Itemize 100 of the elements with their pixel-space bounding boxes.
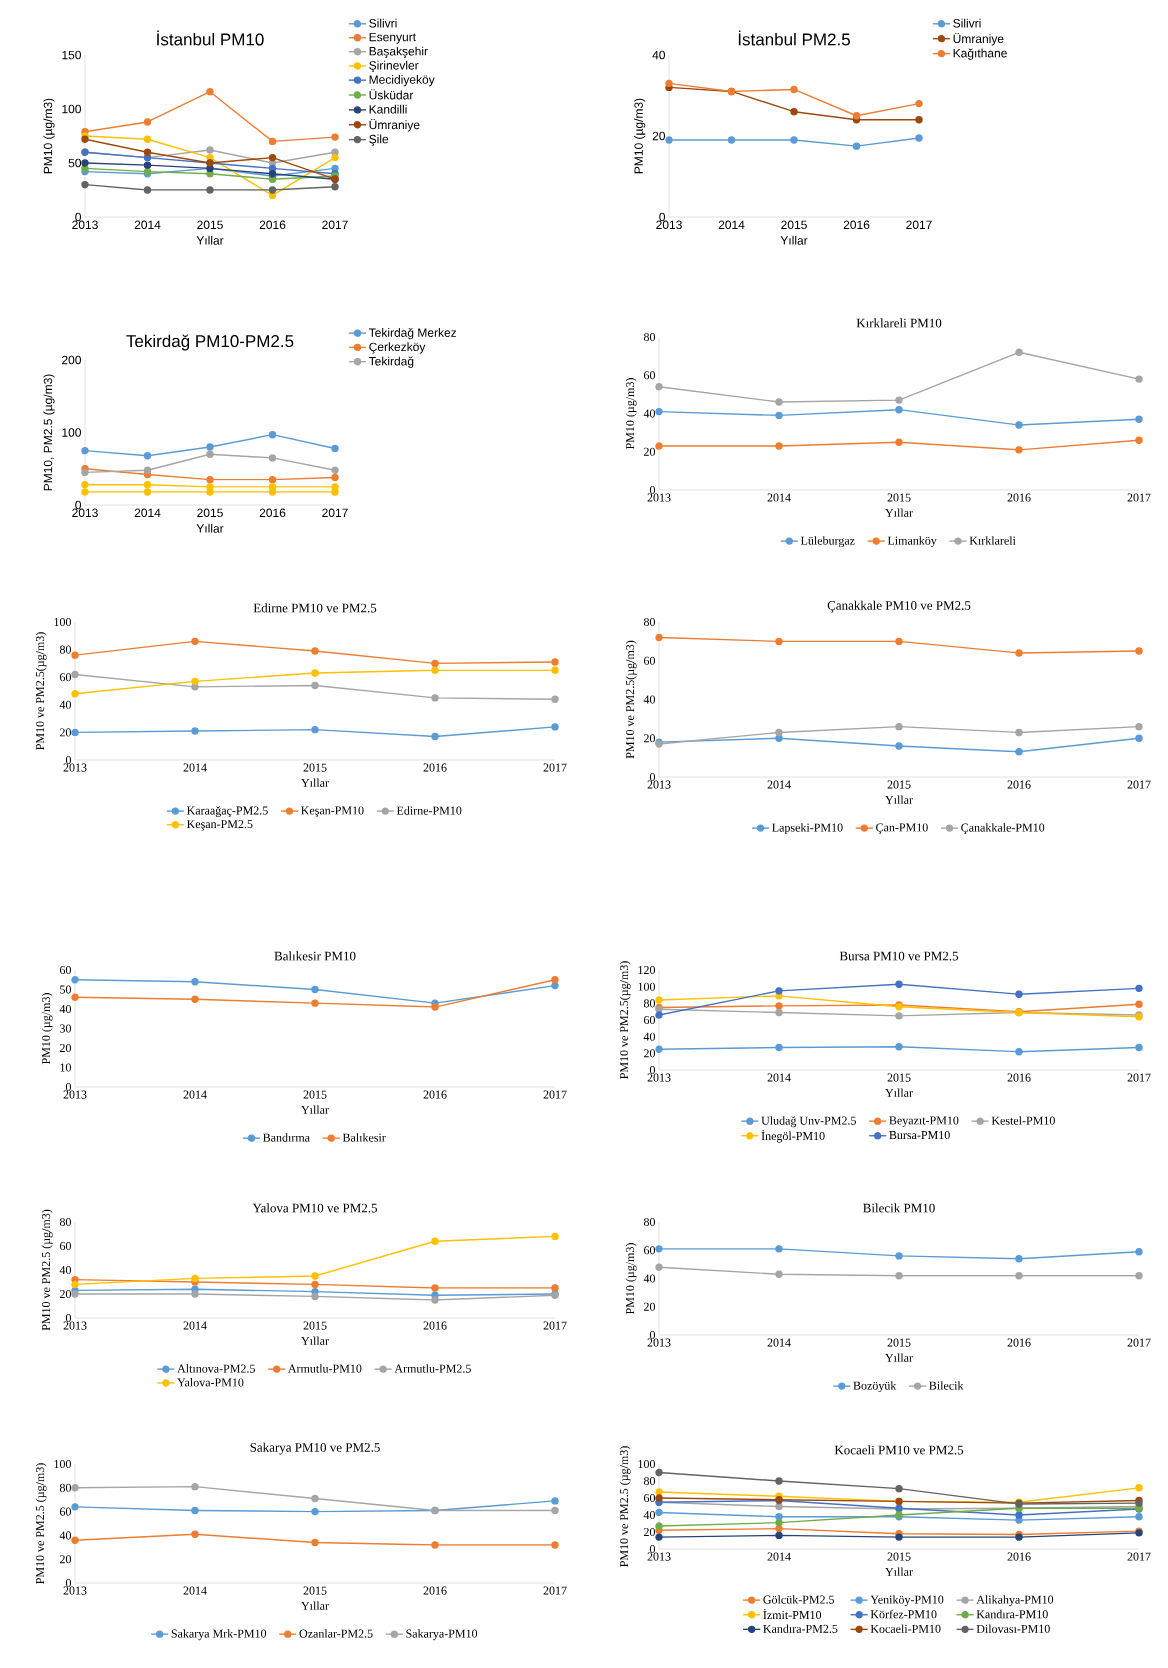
y-tick-label: 100 — [638, 982, 656, 991]
chart-title: Balıkesir PM10 — [274, 951, 356, 961]
x-tick-label: 2016 — [1007, 1338, 1031, 1347]
x-tick-label: 2013 — [647, 1073, 671, 1082]
legend-label: Kandıra-PM10 — [976, 1609, 1048, 1619]
y-tick-label: 20 — [60, 1555, 71, 1564]
x-tick-label: 2017 — [322, 508, 348, 518]
legend-label: Altınova-PM2.5 — [177, 1364, 255, 1373]
y-tick-label: 20 — [644, 734, 656, 743]
y-tick-label: 60 — [59, 1507, 71, 1516]
y-tick-label: 80 — [59, 1483, 71, 1492]
legend-label: Kestel-PM10 — [991, 1116, 1055, 1125]
y-tick-label: 100 — [62, 104, 81, 114]
y-tick-label: 50 — [68, 158, 81, 168]
chart-title: İstanbul PM2.5 — [738, 30, 850, 46]
y-axis-title: PM10 (µg/m3) — [43, 98, 55, 174]
y-tick-label: 40 — [59, 700, 71, 709]
x-tick-label: 2014 — [767, 1073, 791, 1082]
x-axis-title: Yıllar — [885, 795, 913, 804]
x-tick-label: 2017 — [322, 220, 348, 230]
legend-label: Kandilli — [369, 104, 407, 114]
x-axis-title: Yıllar — [301, 1601, 329, 1610]
x-tick-label: 2015 — [887, 780, 911, 789]
x-tick-label: 2017 — [543, 1321, 567, 1330]
legend-label: İnegöl-PM10 — [761, 1130, 825, 1143]
x-tick-label: 2016 — [1007, 493, 1031, 502]
y-axis-title: PM10 ve PM2.5(µg/m3) — [35, 632, 47, 750]
y-axis-title: PM10 (µg/m3) — [625, 1243, 637, 1315]
y-tick-label: 0 — [75, 500, 81, 510]
y-axis-title: PM10 ve PM2.5(µg/m3) — [625, 640, 637, 759]
chart-title: Edirne PM10 ve PM2.5 — [253, 603, 377, 613]
legend-label: Şile — [369, 134, 389, 146]
y-tick-label: 20 — [644, 1049, 656, 1058]
legend-label: Mecidiyeköy — [369, 75, 435, 87]
legend-label: Bandırma — [263, 1133, 310, 1142]
legend-label: Gölcük-PM2.5 — [763, 1595, 835, 1604]
x-axis-title: Yıllar — [885, 1567, 913, 1576]
x-tick-label: 2017 — [1127, 1073, 1151, 1082]
x-tick-label: 2015 — [303, 1586, 327, 1595]
y-tick-label: 40 — [643, 409, 656, 418]
x-tick-label: 2014 — [183, 1090, 207, 1099]
y-axis-title: PM10 (µg/m3) — [41, 993, 53, 1065]
y-tick-label: 30 — [60, 1024, 71, 1033]
y-tick-label: 50 — [60, 985, 71, 994]
x-tick-label: 2013 — [647, 493, 671, 502]
y-tick-label: 40 — [643, 1032, 656, 1041]
x-tick-label: 2016 — [259, 508, 286, 518]
legend-label: Bozöyük — [853, 1381, 897, 1393]
y-tick-label: 60 — [643, 1493, 656, 1503]
chart-title: Çanakkale PM10 ve PM2.5 — [827, 600, 971, 613]
y-tick-label: 20 — [644, 1527, 656, 1537]
y-tick-label: 20 — [60, 1289, 71, 1299]
x-tick-label: 2015 — [887, 1338, 911, 1347]
x-axis-title: Yıllar — [885, 1353, 913, 1362]
x-tick-label: 2014 — [767, 1338, 791, 1347]
x-tick-label: 2016 — [1007, 1073, 1031, 1082]
y-tick-label: 40 — [643, 1274, 656, 1283]
legend-label: Şirinevler — [369, 60, 419, 73]
legend-label: Körfez-PM10 — [870, 1609, 937, 1619]
y-tick-label: 60 — [59, 673, 71, 682]
chart-title: Tekirdağ PM10-PM2.5 — [126, 334, 294, 351]
x-tick-label: 2013 — [72, 220, 98, 230]
x-axis-title: Yıllar — [780, 235, 808, 245]
x-axis-title: Yıllar — [196, 235, 224, 245]
x-tick-label: 2017 — [1127, 1338, 1151, 1347]
y-axis-title: PM10 ve PM2.5(µg/m3) — [619, 961, 631, 1079]
y-axis-title: PM10 ve PM2.5 (µg/m3) — [41, 1209, 53, 1331]
legend-label: Sakarya-PM10 — [406, 1629, 478, 1641]
y-tick-label: 100 — [638, 1459, 656, 1469]
y-tick-label: 80 — [643, 332, 656, 342]
x-tick-label: 2016 — [259, 220, 286, 230]
y-tick-label: 0 — [75, 212, 81, 222]
x-tick-label: 2016 — [423, 763, 447, 772]
x-tick-label: 2014 — [718, 220, 745, 230]
y-tick-label: 40 — [59, 1265, 71, 1275]
y-tick-label: 40 — [59, 1531, 71, 1540]
legend-label: Kandıra-PM2.5 — [763, 1624, 838, 1633]
x-tick-label: 2015 — [303, 1090, 327, 1099]
y-tick-label: 100 — [54, 1459, 71, 1469]
x-tick-label: 2014 — [183, 1321, 207, 1330]
y-axis-title: PM10 ve PM2.5 (µg/m3) — [619, 1446, 631, 1567]
chart-title: Bilecik PM10 — [863, 1203, 935, 1213]
y-tick-label: 150 — [62, 50, 81, 60]
y-tick-label: 60 — [59, 965, 71, 975]
x-axis-title: Yıllar — [301, 778, 329, 787]
legend-label: Silivri — [953, 18, 981, 28]
legend-label: Kocaeli-PM10 — [870, 1624, 941, 1633]
legend-label: Lüleburgaz — [800, 536, 855, 548]
legend-label: İzmit-PM10 — [763, 1609, 822, 1620]
x-tick-label: 2014 — [134, 220, 161, 230]
x-tick-label: 2015 — [197, 508, 223, 518]
legend-label: Beyazıt-PM10 — [889, 1116, 959, 1127]
x-tick-label: 2013 — [63, 1321, 87, 1330]
x-tick-label: 2015 — [303, 763, 327, 772]
legend-label: Çan-PM10 — [876, 823, 928, 834]
x-tick-label: 2017 — [543, 1586, 567, 1595]
legend-label: Limanköy — [887, 536, 937, 548]
chart-title: İstanbul PM10 — [157, 30, 264, 46]
chart-title: Yalova PM10 ve PM2.5 — [252, 1203, 378, 1213]
chart-title: Sakarya PM10 ve PM2.5 — [250, 1442, 380, 1455]
